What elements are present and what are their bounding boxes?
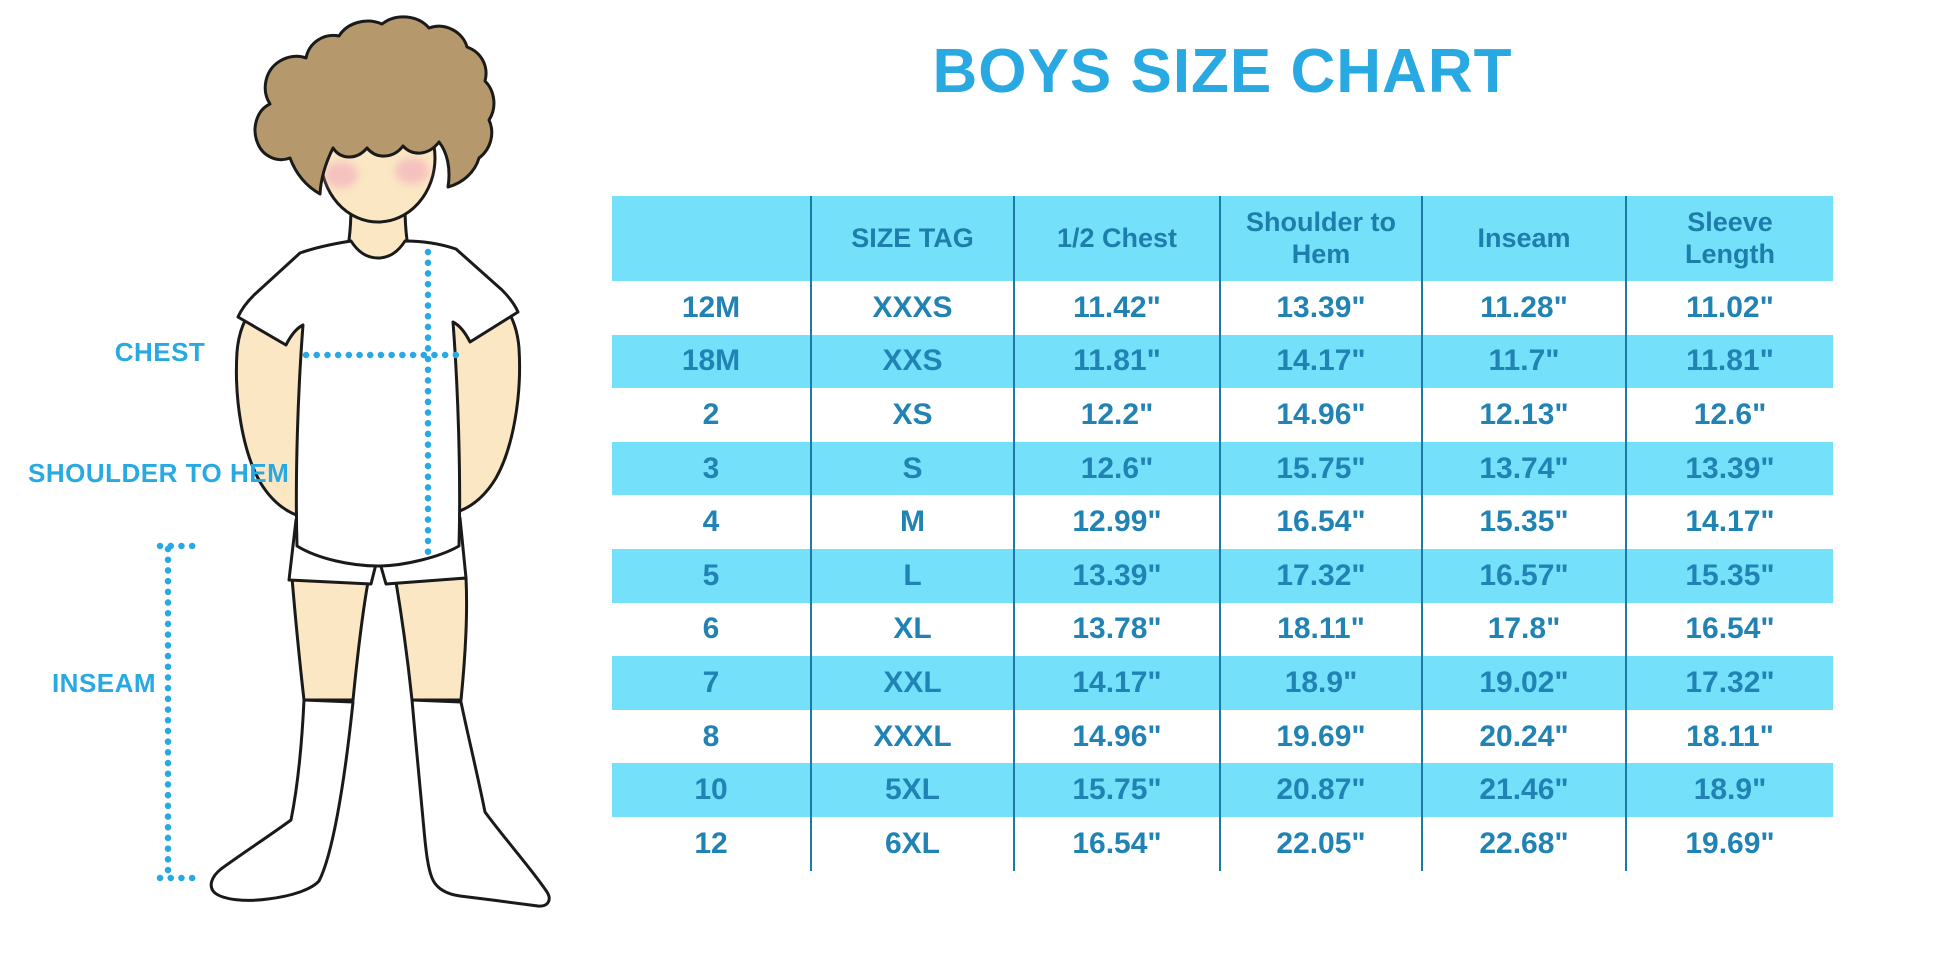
measurement-cell: 15.75" (1015, 763, 1221, 817)
measurement-cell: 16.54" (1627, 602, 1833, 657)
measurement-cell: 19.69" (1221, 709, 1423, 764)
measurement-cell: 15.35" (1423, 495, 1627, 549)
measurement-cell: 12.6" (1627, 388, 1833, 442)
label-chest: CHEST (114, 337, 206, 367)
measurement-cell: S (812, 441, 1015, 496)
measurement-cell: 16.54" (1015, 816, 1221, 871)
measurement-cell: 13.78" (1015, 602, 1221, 657)
measurement-cell: 22.05" (1221, 816, 1423, 871)
size-table: SIZE TAG 1/2 Chest Shoulder to Hem Inseam Sl… (612, 196, 1833, 871)
measurement-cell: 11.7" (1423, 334, 1627, 389)
header-cell: Sleeve Length (1627, 196, 1833, 281)
measurement-cell: 14.17" (1627, 495, 1833, 549)
measurement-cell: 11.42" (1015, 281, 1221, 335)
measurement-cell: 16.57" (1423, 548, 1627, 603)
measurement-cell: 14.17" (1221, 334, 1423, 389)
measurement-cell: L (812, 548, 1015, 603)
measurement-cell: 6XL (812, 816, 1015, 871)
label-inseam: INSEAM (51, 668, 157, 698)
measurement-cell: 5XL (812, 763, 1015, 817)
measurement-cell: 13.39" (1015, 548, 1221, 603)
measurement-cell: 14.96" (1015, 709, 1221, 764)
size-cell: 12M (612, 281, 812, 335)
measurement-cell: 22.68" (1423, 816, 1627, 871)
measurement-cell: 14.96" (1221, 388, 1423, 442)
boy-illustration (156, 15, 551, 908)
page-title: BOYS SIZE CHART (932, 37, 1513, 106)
measurement-cell: 16.54" (1221, 495, 1423, 549)
measurement-cell: 18.11" (1221, 602, 1423, 657)
measurement-cell: 15.75" (1221, 441, 1423, 496)
measurement-cell: 11.81" (1627, 334, 1833, 389)
measurement-cell: XXS (812, 334, 1015, 389)
measurement-cell: 19.02" (1423, 656, 1627, 710)
size-cell: 7 (612, 656, 812, 710)
measurement-cell: 12.2" (1015, 388, 1221, 442)
measurement-cell: 18.11" (1627, 709, 1833, 764)
measurement-cell: 11.28" (1423, 281, 1627, 335)
measurement-cell: XS (812, 388, 1015, 442)
left-sock (209, 698, 355, 902)
size-cell: 18M (612, 334, 812, 389)
size-cell: 2 (612, 388, 812, 442)
measurement-cell: XL (812, 602, 1015, 657)
header-cell: Inseam (1423, 196, 1627, 281)
right-leg (394, 576, 469, 702)
measurement-cell: 15.35" (1627, 548, 1833, 603)
measurement-cell: XXL (812, 656, 1015, 710)
header-cell: SIZE TAG (812, 196, 1015, 281)
left-leg (290, 576, 370, 702)
label-shoulder-to-hem: SHOULDER TO HEM (28, 458, 290, 488)
measurement-cell: 17.32" (1221, 548, 1423, 603)
size-cell: 3 (612, 441, 812, 496)
t-shirt (236, 239, 520, 568)
left-cheek (324, 162, 358, 188)
right-cheek (395, 158, 429, 184)
measurement-cell: 21.46" (1423, 763, 1627, 817)
size-cell: 8 (612, 709, 812, 764)
measurement-cell: M (812, 495, 1015, 549)
measurement-cell: 20.87" (1221, 763, 1423, 817)
header-cell-empty (612, 196, 812, 281)
measurement-cell: 14.17" (1015, 656, 1221, 710)
size-cell: 4 (612, 495, 812, 549)
header-cell: 1/2 Chest (1015, 196, 1221, 281)
measurement-cell: 11.02" (1627, 281, 1833, 335)
measurement-cell: 20.24" (1423, 709, 1627, 764)
measurement-cell: XXXS (812, 281, 1015, 335)
header-cell: Shoulder to Hem (1221, 196, 1423, 281)
measurement-cell: 13.74" (1423, 441, 1627, 496)
size-cell: 12 (612, 816, 812, 871)
measurement-cell: 18.9" (1221, 656, 1423, 710)
size-cell: 10 (612, 763, 812, 817)
measurement-cell: 12.99" (1015, 495, 1221, 549)
hair (253, 15, 496, 196)
size-cell: 6 (612, 602, 812, 657)
measurement-cell: 12.13" (1423, 388, 1627, 442)
measurement-cell: 11.81" (1015, 334, 1221, 389)
measurement-cell: 12.6" (1015, 441, 1221, 496)
measurement-cell: 13.39" (1221, 281, 1423, 335)
measurement-cell: 18.9" (1627, 763, 1833, 817)
measurement-cell: XXXL (812, 709, 1015, 764)
measurement-cell: 19.69" (1627, 816, 1833, 871)
measurement-cell: 17.8" (1423, 602, 1627, 657)
right-sock (410, 698, 551, 908)
size-cell: 5 (612, 548, 812, 603)
measurement-cell: 17.32" (1627, 656, 1833, 710)
measurement-cell: 13.39" (1627, 441, 1833, 496)
